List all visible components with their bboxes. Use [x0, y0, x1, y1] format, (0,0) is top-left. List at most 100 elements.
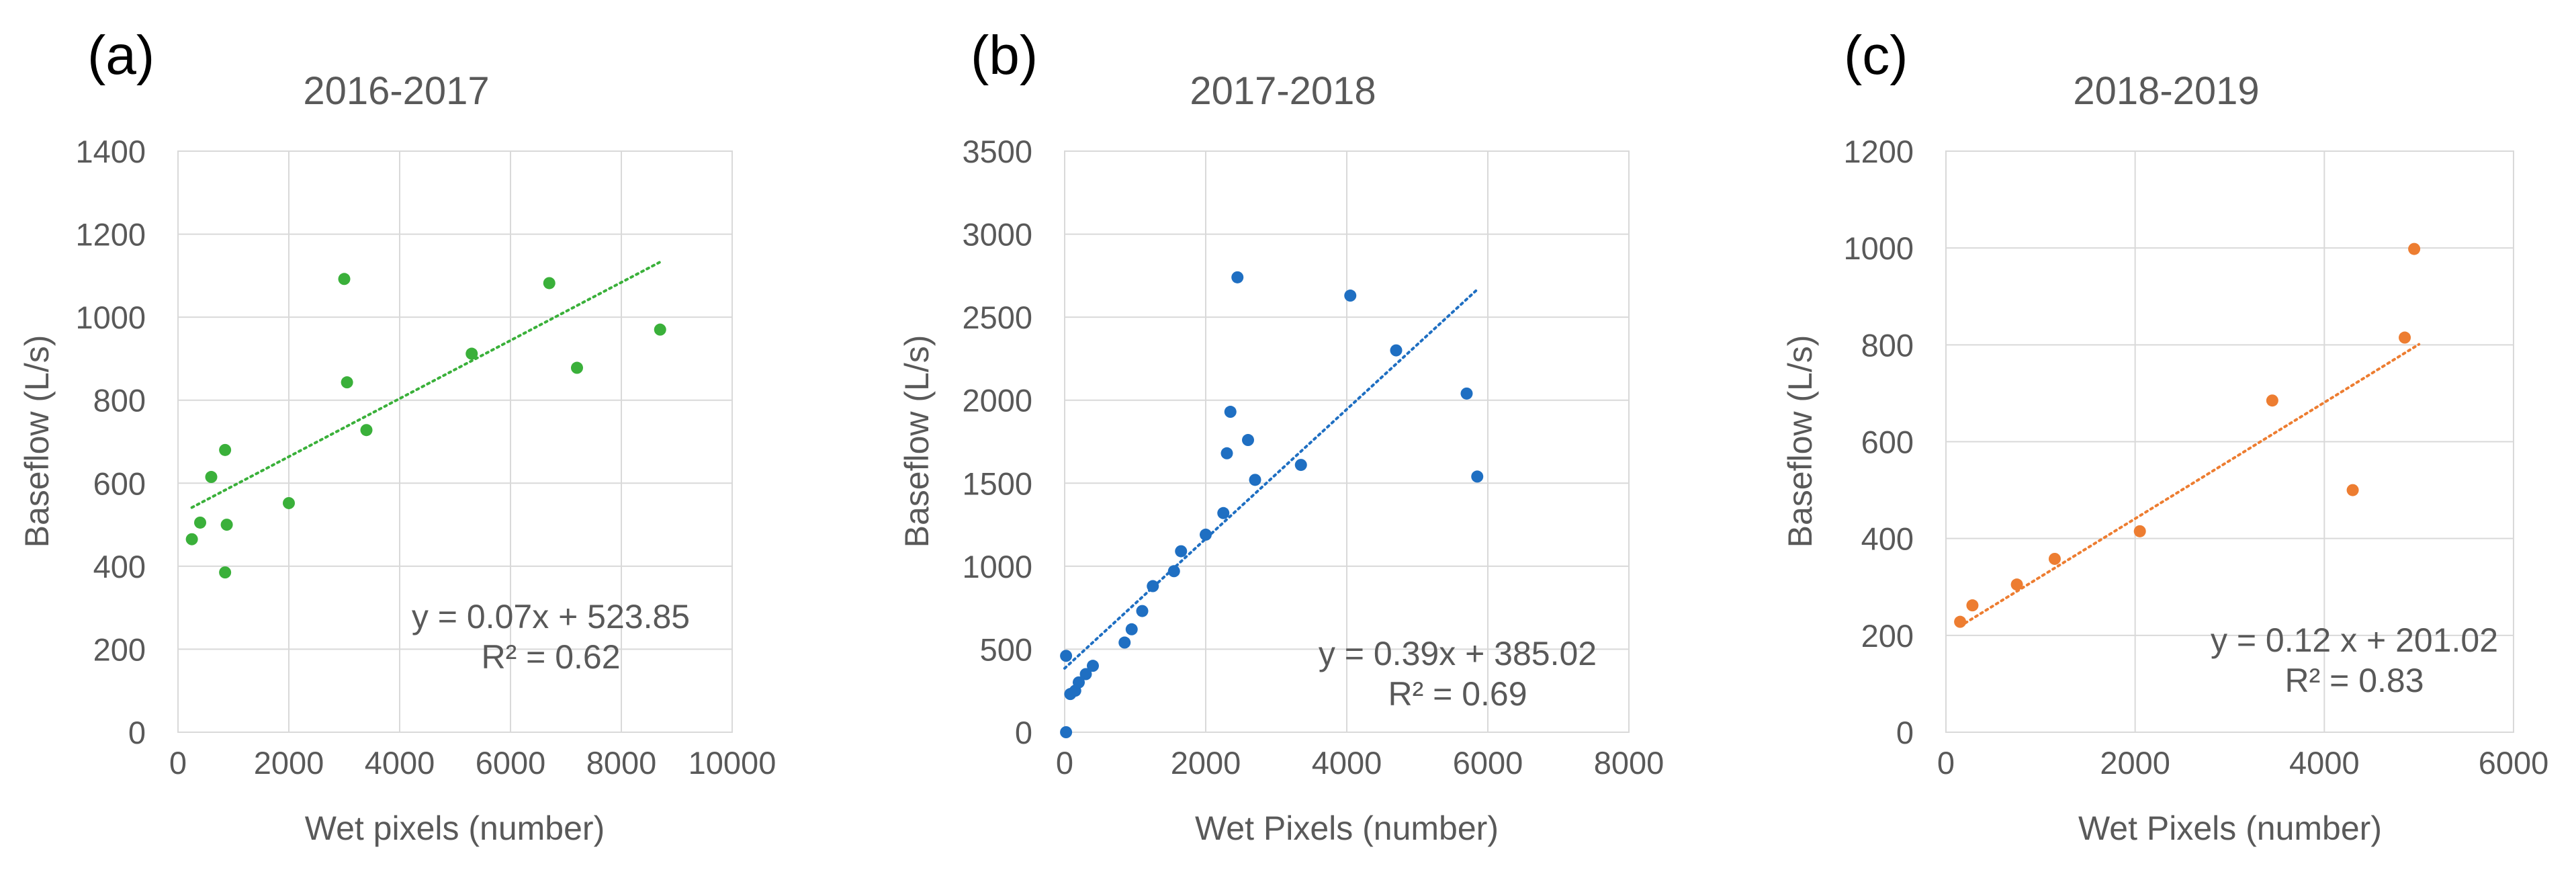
y-tick-label: 1000: [962, 549, 1032, 584]
y-axis-title: Baseflow (L/s): [18, 335, 56, 548]
x-tick-label: 2000: [2100, 745, 2170, 781]
x-tick-label: 8000: [586, 745, 657, 781]
y-tick-label: 1400: [75, 134, 146, 169]
data-point: [2408, 243, 2421, 255]
trendline-equation: y = 0.07x + 523.85: [412, 598, 690, 635]
data-point: [185, 533, 198, 545]
data-point: [1167, 565, 1180, 578]
data-point: [219, 443, 232, 456]
y-tick-label: 800: [93, 383, 146, 419]
trendline-equation: y = 0.39x + 385.02: [1319, 635, 1597, 672]
y-tick-label: 0: [1896, 715, 1914, 750]
x-tick-label: 4000: [1312, 745, 1382, 781]
x-tick-label: 10000: [689, 745, 776, 781]
data-point: [1224, 406, 1237, 419]
r-squared-label: R² = 0.62: [481, 638, 620, 676]
y-tick-label: 400: [1861, 521, 1914, 557]
y-tick-label: 1000: [1843, 230, 1914, 266]
chart-panel-a: (a) 2016-2017 0 2000 4000 6000 8000 10000 0 20…: [18, 25, 776, 847]
y-tick-label: 1000: [75, 300, 146, 335]
data-point: [571, 361, 583, 374]
y-tick-label: 2500: [962, 300, 1032, 335]
y-tick-label: 3000: [962, 217, 1032, 253]
data-point: [360, 424, 373, 437]
data-point: [2346, 484, 2359, 496]
x-axis-title: Wet Pixels (number): [2078, 809, 2382, 847]
y-tick-label: 2000: [962, 383, 1032, 419]
data-point: [1217, 507, 1230, 519]
x-tick-label: 4000: [365, 745, 435, 781]
data-point: [1966, 599, 1979, 612]
data-point: [220, 519, 233, 531]
y-tick-label: 0: [128, 715, 146, 750]
chart-title: 2016-2017: [303, 69, 489, 113]
data-point: [1087, 660, 1099, 672]
data-point: [2133, 525, 2146, 537]
data-point: [338, 273, 351, 285]
x-tick-label: 0: [169, 745, 187, 781]
data-point: [1079, 668, 1092, 680]
panel-label: (c): [1844, 25, 1908, 86]
data-point: [2010, 578, 2023, 591]
data-point: [1954, 615, 1967, 628]
y-tick-label: 0: [1015, 715, 1032, 750]
y-tick-label: 1200: [75, 217, 146, 253]
data-point: [465, 347, 478, 360]
data-point: [543, 277, 556, 290]
x-axis-title: Wet pixels (number): [305, 809, 605, 847]
data-point: [283, 496, 295, 509]
data-point: [1471, 470, 1484, 483]
x-tick-label: 4000: [2289, 745, 2360, 781]
data-point: [1125, 623, 1138, 635]
data-point: [341, 376, 353, 389]
y-axis-title: Baseflow (L/s): [1781, 335, 1819, 548]
data-point: [1242, 434, 1254, 447]
data-point: [1118, 636, 1131, 649]
data-point: [2399, 331, 2411, 344]
data-point: [194, 516, 206, 529]
trendline-equation: y = 0.12 x + 201.02: [2211, 621, 2498, 659]
data-point: [1073, 676, 1085, 689]
chart-panel-c: (c) 2018-2019 0 2000 4000 6000 0 200 400 600 80…: [1781, 25, 2549, 847]
x-tick-label: 0: [1937, 745, 1955, 781]
y-tick-label: 3500: [962, 134, 1032, 169]
data-point: [205, 471, 218, 484]
y-tick-label: 800: [1861, 327, 1914, 363]
x-tick-label: 6000: [2479, 745, 2549, 781]
plot-area: [177, 150, 733, 733]
x-tick-label: 6000: [476, 745, 546, 781]
data-point: [2048, 552, 2061, 565]
y-tick-label: 600: [1861, 425, 1914, 460]
y-tick-label: 200: [1861, 618, 1914, 654]
data-point: [654, 323, 666, 336]
data-point: [1231, 271, 1244, 283]
y-tick-label: 400: [93, 549, 146, 584]
y-tick-label: 500: [980, 631, 1032, 667]
data-point: [1460, 387, 1473, 400]
data-point: [2266, 394, 2278, 407]
data-point: [219, 566, 232, 579]
data-point: [1200, 528, 1212, 541]
x-tick-label: 0: [1056, 745, 1073, 781]
data-point: [1390, 344, 1403, 357]
x-axis-title: Wet Pixels (number): [1195, 809, 1499, 847]
x-tick-label: 2000: [1171, 745, 1241, 781]
data-point: [1344, 290, 1357, 302]
data-point: [1294, 459, 1307, 472]
chart-title: 2017-2018: [1190, 69, 1376, 113]
y-tick-label: 1200: [1843, 134, 1914, 169]
data-point: [1147, 580, 1159, 592]
data-point: [1060, 726, 1073, 738]
trendline: [190, 261, 662, 509]
y-tick-label: 600: [93, 466, 146, 501]
panel-label: (b): [971, 25, 1038, 86]
chart-panel-b: (b) 2017-2018 0 2000 4000 6000 8000 0 500 1000…: [898, 25, 1664, 847]
data-point: [1175, 545, 1188, 558]
trendline: [1959, 343, 2421, 628]
r-squared-label: R² = 0.69: [1388, 675, 1527, 713]
x-tick-label: 2000: [254, 745, 324, 781]
x-tick-label: 8000: [1594, 745, 1664, 781]
data-point: [1249, 474, 1261, 486]
r-squared-label: R² = 0.83: [2284, 662, 2424, 699]
panel-label: (a): [87, 25, 154, 86]
